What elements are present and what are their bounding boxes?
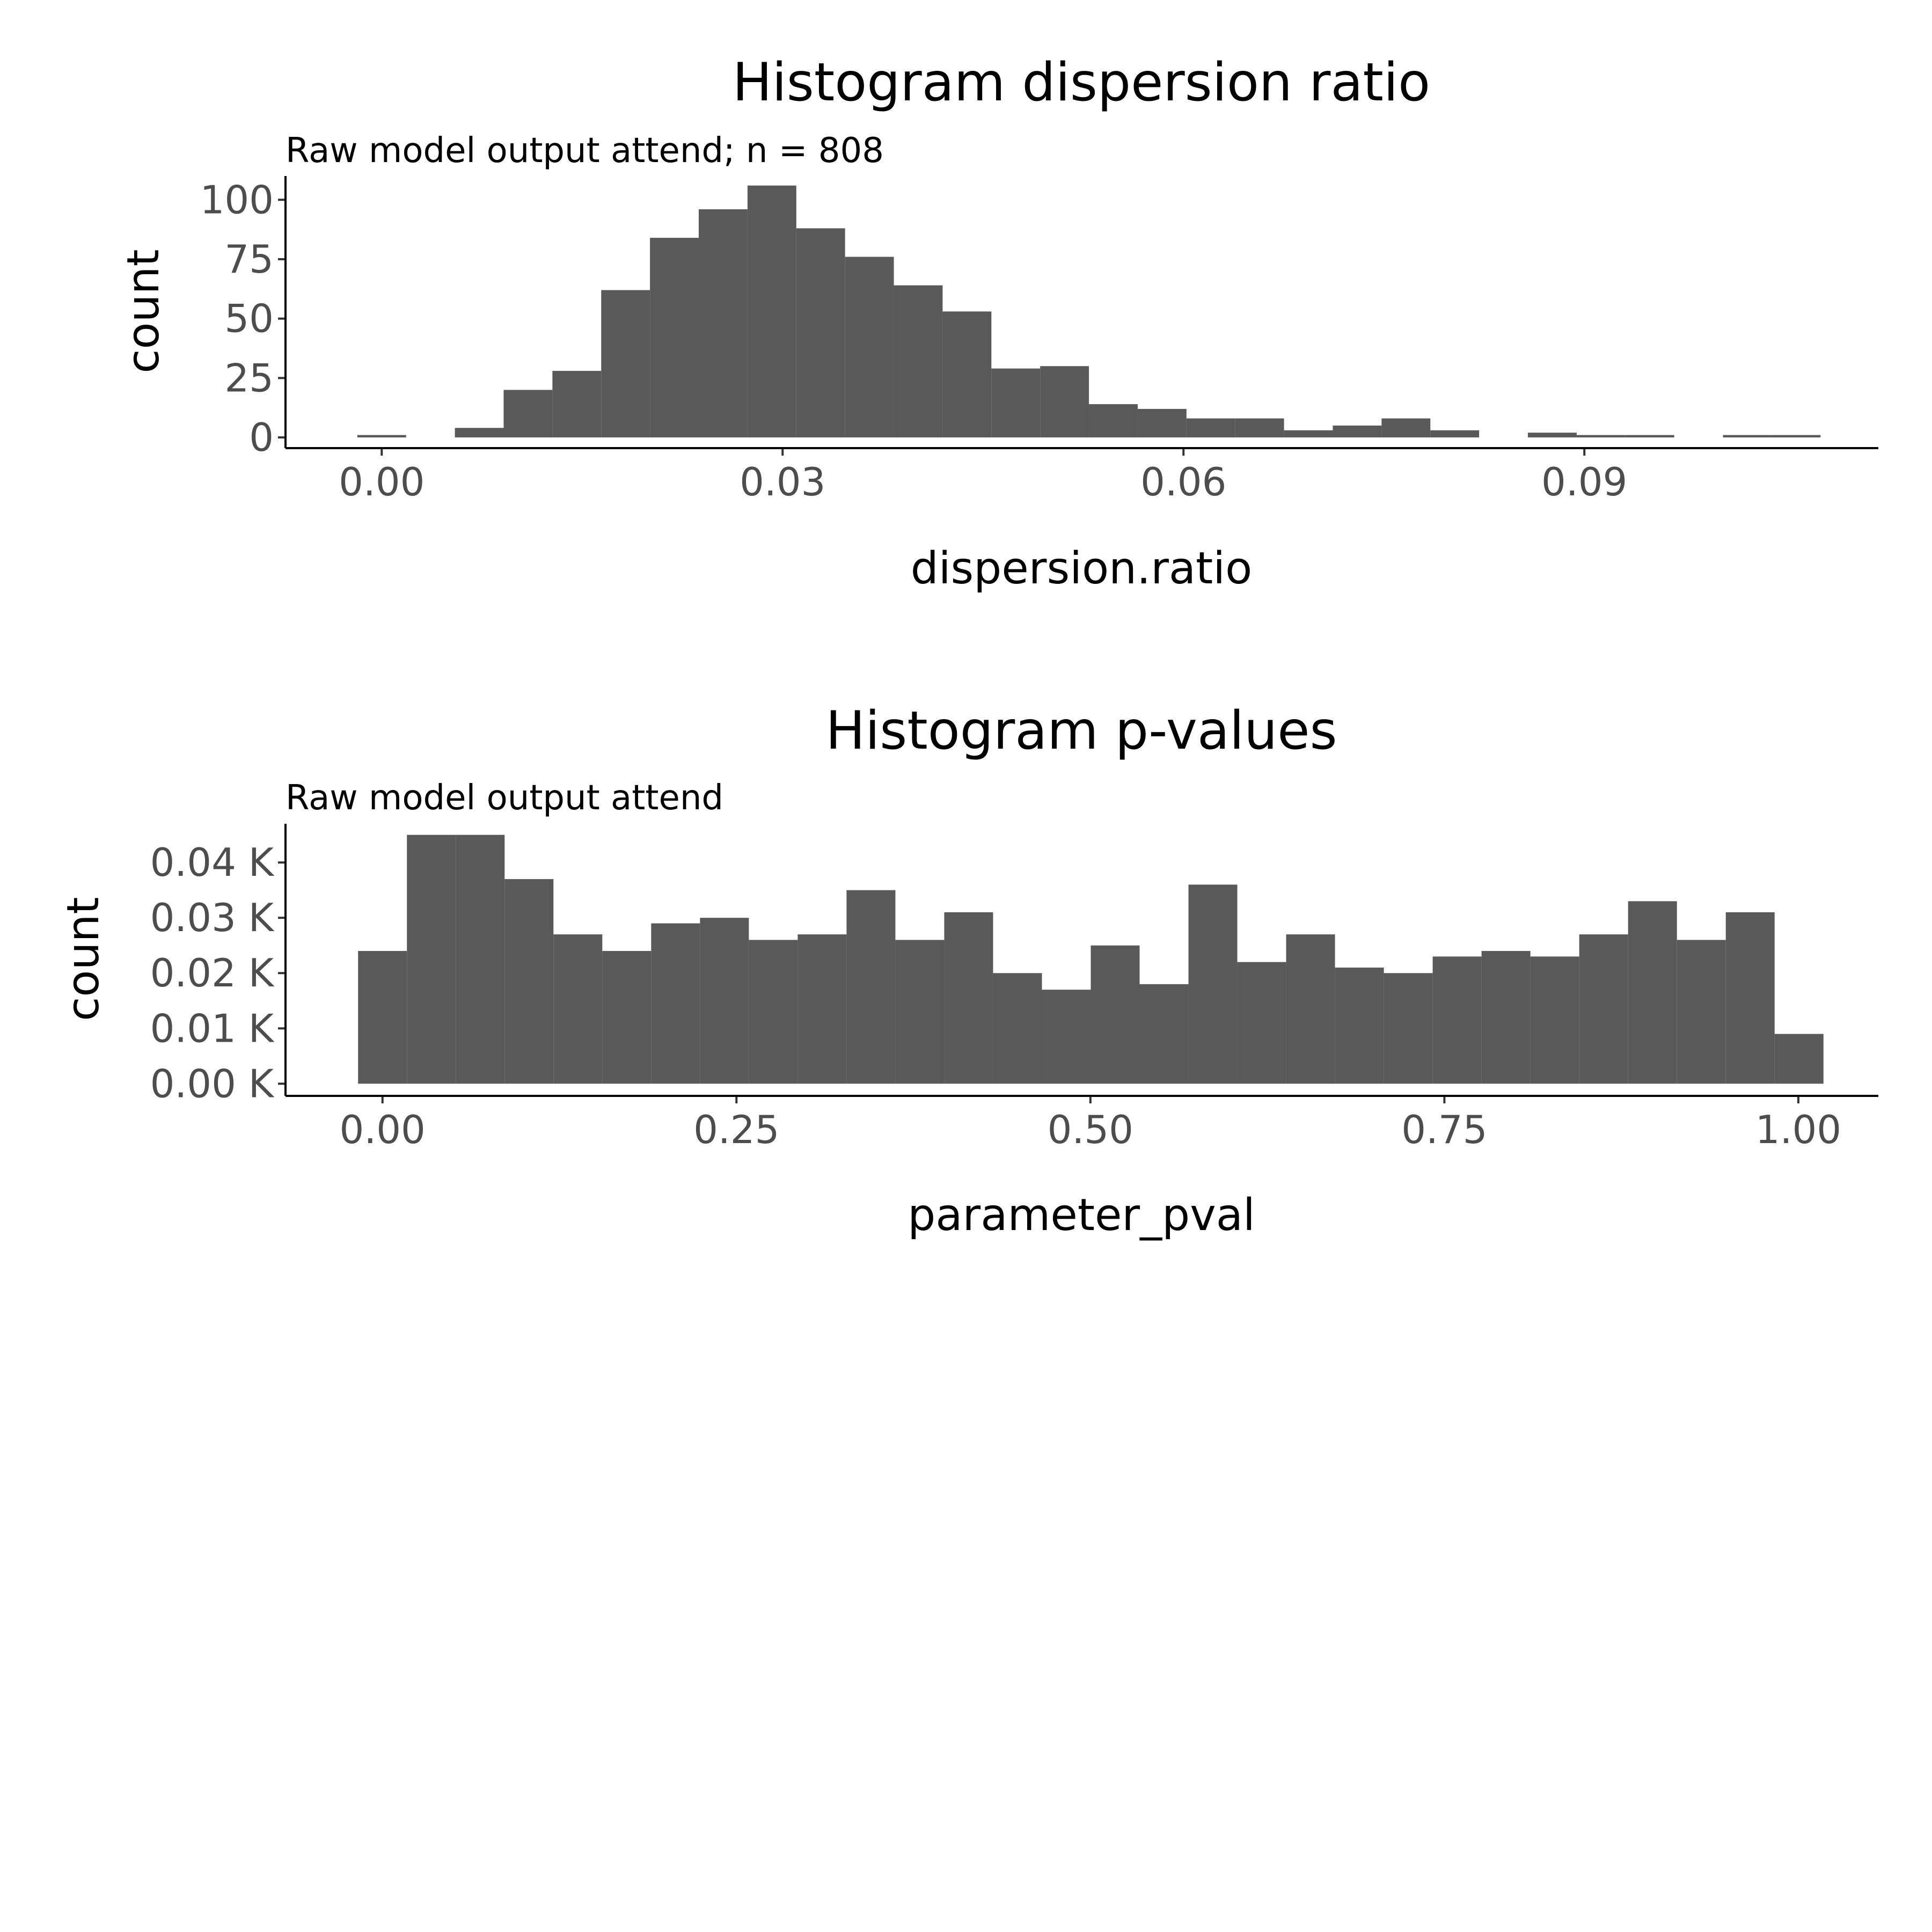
- histogram-bar: [1237, 962, 1286, 1084]
- histogram-bar: [456, 835, 505, 1084]
- histogram-bar: [1235, 418, 1284, 438]
- histogram-bar: [601, 290, 650, 438]
- histogram-bar: [1042, 990, 1091, 1084]
- y-tick-label: 0.04 K: [150, 840, 275, 885]
- histogram-bar: [1723, 435, 1772, 438]
- histogram-bar: [1384, 973, 1433, 1084]
- histogram-bar: [1628, 901, 1677, 1084]
- histogram-bar: [1040, 366, 1089, 438]
- x-tick-label: 0.75: [1401, 1107, 1487, 1152]
- x-tick-label: 0.25: [693, 1107, 779, 1152]
- x-tick-label: 0.06: [1140, 459, 1226, 504]
- histogram-bar: [358, 951, 407, 1084]
- histogram-bar: [1725, 912, 1775, 1084]
- histogram-bar: [1089, 404, 1138, 438]
- chart-title: Histogram p-values: [825, 700, 1337, 762]
- histogram-bar: [455, 428, 504, 438]
- histogram-bar: [1774, 1034, 1824, 1084]
- histogram-bar: [942, 311, 992, 438]
- y-tick-label: 75: [224, 237, 274, 282]
- chart-subtitle: Raw model output attend; n = 808: [286, 131, 884, 171]
- y-tick-label: 0.01 K: [150, 1006, 275, 1051]
- x-tick-label: 1.00: [1755, 1107, 1841, 1152]
- histogram-bar: [1381, 418, 1431, 438]
- histogram-bar: [1432, 956, 1482, 1084]
- y-axis-title: count: [58, 897, 109, 1021]
- histogram-bar: [1137, 408, 1187, 438]
- x-tick-label: 0.00: [339, 459, 425, 504]
- axis-ticks: 0.00 0.03 0.06 0.09 0 25 50 75 100: [200, 177, 1628, 504]
- histogram-bar: [1481, 951, 1531, 1084]
- histogram-bar: [357, 435, 406, 438]
- histogram-bar: [1677, 940, 1726, 1084]
- chart-subtitle: Raw model output attend: [286, 778, 723, 818]
- histogram-bar: [1528, 433, 1577, 438]
- axis-ticks: 0.00 0.25 0.50 0.75 1.00 0.00 K 0.01 K 0.02 K 0.…: [150, 840, 1842, 1152]
- y-tick-label: 50: [224, 296, 274, 341]
- histogram-bar: [747, 185, 796, 438]
- histogram-bar: [895, 940, 945, 1084]
- histogram-bar: [1579, 934, 1628, 1084]
- histogram-bar: [1188, 884, 1238, 1084]
- histogram-bar: [651, 923, 700, 1084]
- y-tick-label: 0: [249, 415, 274, 460]
- histogram-bar: [1139, 984, 1189, 1084]
- x-axis-title: parameter_pval: [908, 1190, 1255, 1241]
- histogram-bar: [1576, 435, 1626, 438]
- histogram-bar: [1430, 430, 1480, 438]
- histogram-bar: [1333, 425, 1382, 438]
- x-tick-label: 0.50: [1048, 1107, 1133, 1152]
- histogram-bar: [602, 951, 652, 1084]
- histogram-bar: [552, 371, 602, 438]
- histogram-bar: [1530, 956, 1579, 1084]
- histogram-bar: [700, 918, 749, 1084]
- histogram-bar: [407, 835, 456, 1084]
- dispersion-ratio-panel: Histogram dispersion ratio Raw model out…: [118, 52, 1878, 594]
- y-axis-title: count: [118, 249, 169, 373]
- histogram-bar: [503, 390, 553, 438]
- histogram-bar: [1091, 945, 1140, 1084]
- y-tick-label: 0.03 K: [150, 895, 275, 940]
- y-tick-label: 0.00 K: [150, 1061, 275, 1106]
- histogram-bar: [796, 228, 845, 438]
- histogram-bar: [699, 209, 748, 438]
- histogram-bar: [1625, 435, 1674, 438]
- histogram-bar: [1772, 435, 1821, 438]
- histogram-bar: [650, 238, 699, 438]
- x-axis-title: dispersion.ratio: [911, 543, 1253, 594]
- histogram-bar: [553, 934, 603, 1084]
- histogram-bar: [894, 285, 943, 438]
- p-values-panel: Histogram p-values Raw model output atte…: [58, 700, 1878, 1241]
- histogram-bar: [846, 890, 896, 1084]
- histogram-bars: [357, 185, 1821, 438]
- x-tick-label: 0.09: [1541, 459, 1627, 504]
- histogram-bar: [991, 368, 1041, 438]
- y-tick-label: 0.02 K: [150, 950, 275, 996]
- histogram-bar: [1286, 934, 1335, 1084]
- histogram-bar: [944, 912, 993, 1084]
- histogram-bar: [1186, 418, 1235, 438]
- histogram-bar: [1284, 430, 1333, 438]
- histogram-bar: [749, 940, 798, 1084]
- histogram-bar: [504, 879, 554, 1084]
- histogram-bar: [993, 973, 1042, 1084]
- y-tick-label: 25: [224, 355, 274, 400]
- histogram-bar: [1335, 967, 1384, 1084]
- histogram-bar: [797, 934, 847, 1084]
- y-tick-label: 100: [200, 177, 274, 222]
- histogram-bars: [358, 835, 1824, 1084]
- histogram-bar: [845, 257, 894, 438]
- x-tick-label: 0.00: [340, 1107, 426, 1152]
- chart-title: Histogram dispersion ratio: [733, 52, 1430, 113]
- x-tick-label: 0.03: [740, 459, 825, 504]
